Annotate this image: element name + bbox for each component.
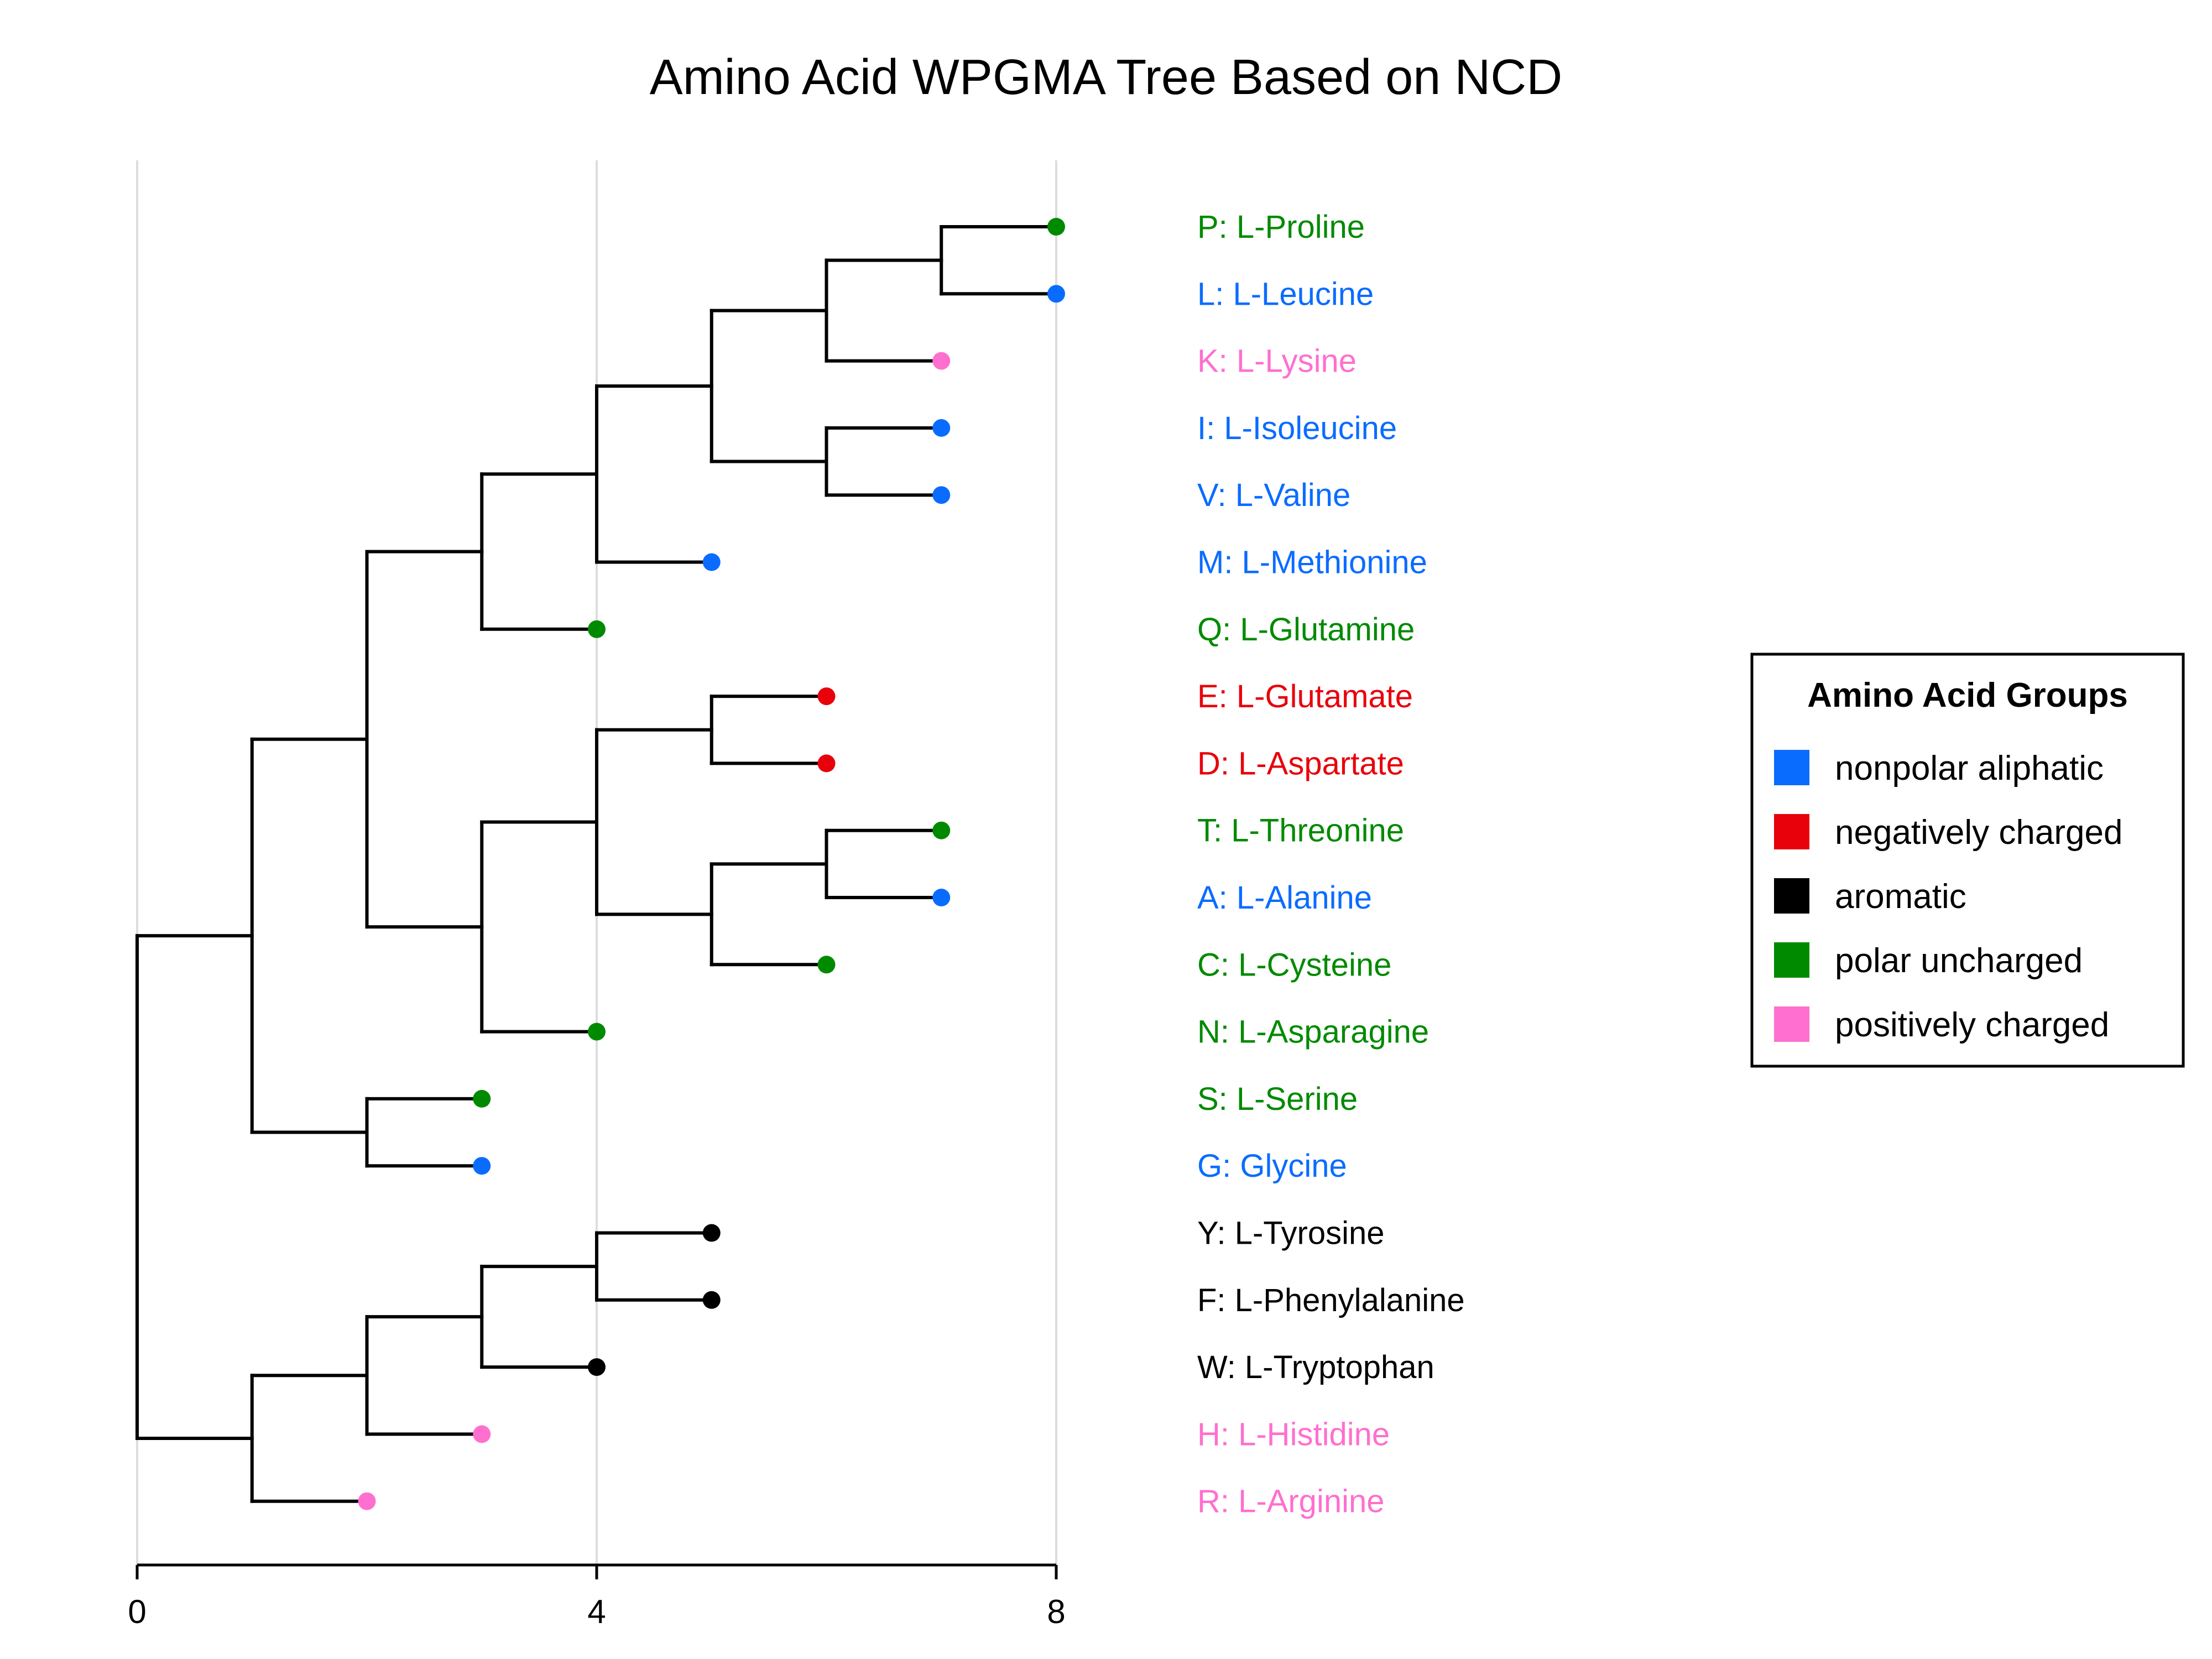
- leaf-label-3: I: L-Isoleucine: [1197, 410, 1397, 446]
- legend-swatch-3: [1774, 942, 1809, 978]
- leaf-label-7: E: L-Glutamate: [1197, 679, 1413, 714]
- leaf-label-2: K: L-Lysine: [1197, 343, 1357, 379]
- leaf-label-6: Q: L-Glutamine: [1197, 612, 1415, 648]
- legend-box: [1750, 653, 2185, 1068]
- x-axis: 0 4 8: [128, 1563, 1066, 1630]
- leaf-label-4: V: L-Valine: [1197, 477, 1350, 513]
- chart-title: Amino Acid WPGMA Tree Based on NCD: [650, 50, 1563, 105]
- leaf-marker-2: [932, 352, 951, 370]
- leaf-label-18: H: L-Histidine: [1197, 1416, 1390, 1452]
- leaf-label-0: P: L-Proline: [1197, 209, 1365, 245]
- leaf-marker-4: [932, 486, 951, 504]
- leaf-label-5: M: L-Methionine: [1197, 545, 1427, 581]
- legend-label-2: aromatic: [1835, 878, 1966, 916]
- legend-label-0: nonpolar aliphatic: [1835, 749, 2104, 787]
- leaf-label-12: N: L-Asparagine: [1197, 1014, 1429, 1050]
- leaf-label-1: L: L-Leucine: [1197, 276, 1374, 312]
- legend-label-3: polar uncharged: [1835, 942, 2083, 980]
- leaf-marker-16: [702, 1291, 721, 1309]
- leaf-marker-14: [473, 1157, 491, 1175]
- x-tick-label-2: 8: [1047, 1593, 1065, 1630]
- leaf-labels: P: L-Proline L: L-Leucine K: L-Lysine I: L-…: [1197, 209, 1465, 1520]
- leaf-marker-5: [702, 553, 721, 571]
- leaf-label-16: F: L-Phenylalanine: [1197, 1282, 1465, 1318]
- leaf-label-11: C: L-Cysteine: [1197, 947, 1391, 983]
- leaf-label-10: A: L-Alanine: [1197, 880, 1372, 916]
- leaf-markers: [358, 218, 1065, 1510]
- leaf-marker-6: [588, 620, 606, 638]
- legend-swatch-1: [1774, 814, 1809, 849]
- leaf-marker-11: [817, 956, 836, 974]
- legend-swatch-0: [1774, 750, 1809, 785]
- leaf-label-8: D: L-Aspartate: [1197, 745, 1404, 781]
- leaf-marker-3: [932, 419, 951, 437]
- leaf-label-13: S: L-Serine: [1197, 1081, 1358, 1117]
- legend-label-1: negatively charged: [1835, 813, 2122, 852]
- leaf-marker-15: [702, 1224, 721, 1242]
- leaf-marker-9: [932, 821, 951, 839]
- leaf-marker-18: [473, 1425, 491, 1443]
- x-tick-label-1: 4: [587, 1593, 606, 1630]
- leaf-marker-13: [473, 1089, 491, 1108]
- leaf-label-15: Y: L-Tyrosine: [1197, 1215, 1384, 1251]
- leaf-label-14: G: Glycine: [1197, 1148, 1347, 1184]
- legend-label-4: positively charged: [1835, 1006, 2109, 1044]
- leaf-label-9: T: L-Threonine: [1197, 813, 1404, 849]
- x-tick-label-0: 0: [128, 1593, 146, 1630]
- leaf-marker-19: [358, 1492, 376, 1510]
- leaf-marker-0: [1047, 218, 1065, 236]
- leaf-marker-8: [817, 754, 836, 773]
- leaf-label-19: R: L-Arginine: [1197, 1484, 1384, 1520]
- leaf-label-17: W: L-Tryptophan: [1197, 1349, 1434, 1385]
- legend: Amino Acid Groups nonpolar aliphatic nega…: [1750, 653, 2185, 1068]
- leaf-marker-1: [1047, 285, 1065, 303]
- legend-title: Amino Acid Groups: [1807, 676, 2128, 714]
- legend-swatch-4: [1774, 1006, 1809, 1042]
- leaf-marker-7: [817, 687, 836, 706]
- legend-swatch-2: [1774, 878, 1809, 914]
- leaf-marker-17: [588, 1358, 606, 1376]
- leaf-marker-10: [932, 889, 951, 906]
- leaf-marker-12: [588, 1022, 606, 1041]
- tree-branches: [135, 225, 1058, 1503]
